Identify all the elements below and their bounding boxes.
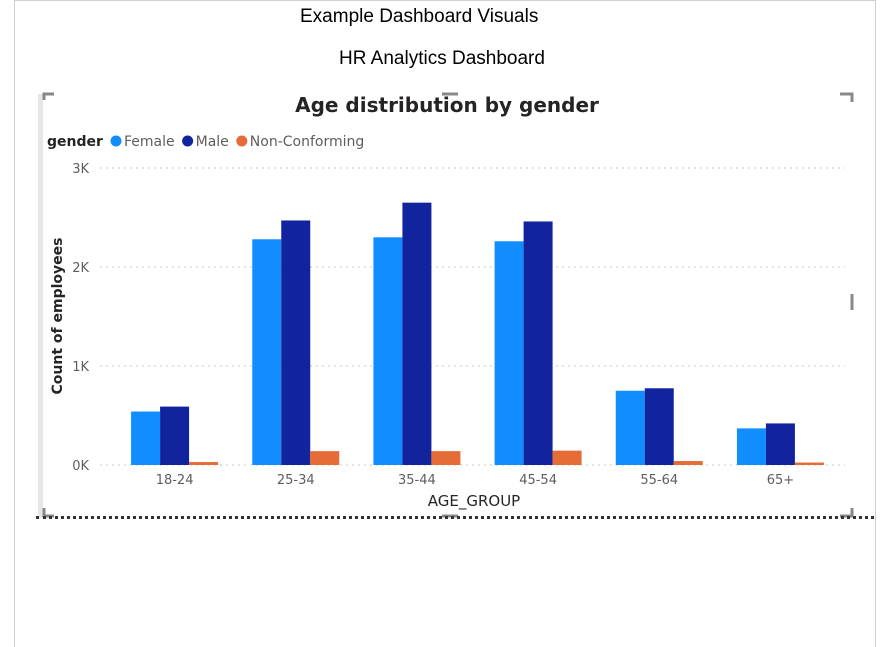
bar-55-64-non-conforming[interactable]	[673, 461, 703, 465]
page-break-line	[36, 516, 874, 519]
y-axis: 0K 1K 2K 3K	[72, 162, 89, 474]
resize-handle-bottom-right[interactable]	[840, 508, 854, 518]
legend-label-1[interactable]: Female	[124, 134, 175, 150]
bar-65+-male[interactable]	[765, 423, 795, 465]
y-tick-label: 3K	[72, 162, 89, 177]
x-tick-label: 25-34	[277, 473, 315, 488]
visual-resize-bar[interactable]	[38, 94, 43, 518]
chart-title: Age distribution by gender	[295, 93, 599, 117]
bar-18-24-female[interactable]	[131, 411, 161, 465]
bar-65+-female[interactable]	[736, 428, 766, 465]
bar-45-54-female[interactable]	[494, 241, 524, 465]
x-tick-label: 35-44	[398, 473, 436, 488]
bar-25-34-male[interactable]	[281, 220, 311, 465]
y-tick-label: 2K	[72, 261, 89, 276]
x-tick-label: 65+	[767, 473, 794, 488]
bar-25-34-female[interactable]	[252, 239, 282, 465]
x-axis-title: AGE_GROUP	[428, 492, 520, 511]
bar-35-44-male[interactable]	[402, 202, 432, 465]
bar-18-24-non-conforming[interactable]	[189, 462, 219, 465]
bar-35-44-non-conforming[interactable]	[431, 451, 461, 465]
legend-marker-2[interactable]	[182, 135, 194, 147]
bar-35-44-female[interactable]	[373, 237, 403, 465]
bar-55-64-female[interactable]	[615, 390, 645, 465]
bar-18-24-male[interactable]	[160, 406, 190, 465]
bar-45-54-non-conforming[interactable]	[552, 450, 582, 465]
x-axis: 18-24 25-34 35-44 45-54 55-64 65+	[156, 473, 794, 488]
bar-25-34-non-conforming[interactable]	[310, 451, 340, 465]
bar-55-64-male[interactable]	[644, 388, 674, 465]
legend-title: gender	[47, 134, 103, 150]
y-tick-label: 0K	[72, 459, 89, 474]
bars	[131, 202, 824, 465]
page-frame	[14, 0, 876, 647]
page-title: Example Dashboard Visuals	[300, 6, 539, 27]
resize-handle-top-left[interactable]	[42, 92, 54, 100]
resize-handle-bottom-left[interactable]	[42, 508, 54, 518]
bar-65+-non-conforming[interactable]	[794, 462, 824, 465]
page-subtitle: HR Analytics Dashboard	[339, 48, 545, 69]
x-tick-label: 55-64	[640, 473, 678, 488]
legend-marker-3[interactable]	[236, 135, 248, 147]
gridlines	[100, 167, 845, 466]
y-axis-title: Count of employees	[50, 238, 66, 395]
bar-45-54-male[interactable]	[523, 221, 553, 465]
x-tick-label: 18-24	[156, 473, 194, 488]
resize-handle-top-right[interactable]	[840, 92, 854, 102]
legend-marker-1[interactable]	[110, 135, 122, 147]
x-tick-label: 45-54	[519, 473, 557, 488]
legend-label-2[interactable]: Male	[196, 134, 229, 150]
legend: gender Female Male Non-Conforming	[47, 134, 364, 150]
legend-label-3[interactable]: Non-Conforming	[250, 134, 364, 150]
y-tick-label: 1K	[72, 360, 89, 375]
